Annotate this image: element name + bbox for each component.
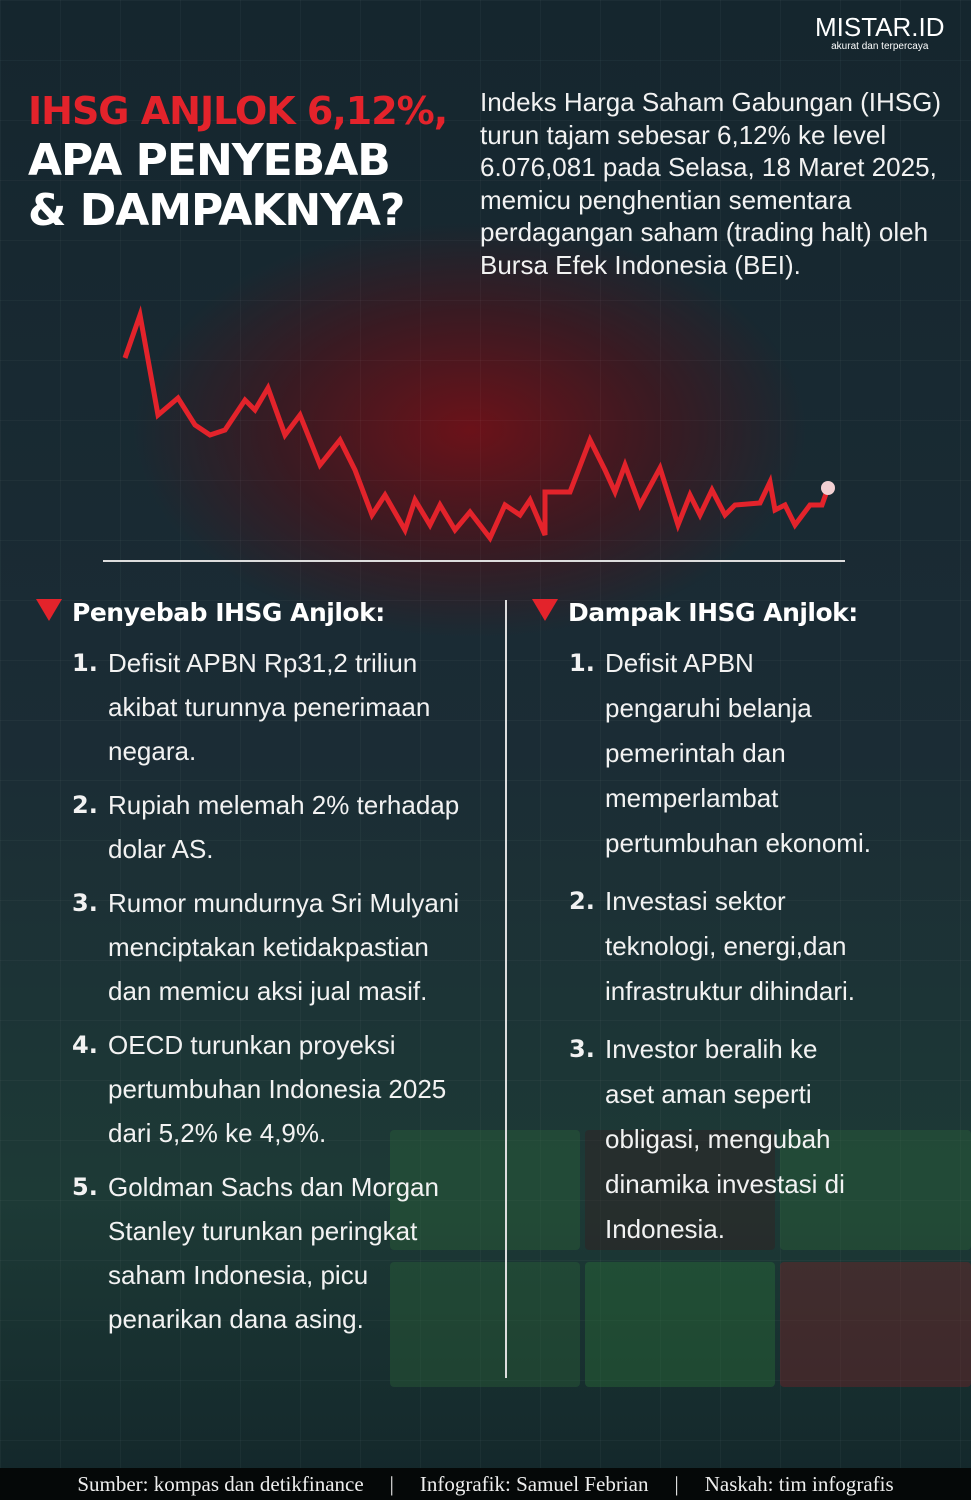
chart-baseline [103, 560, 845, 562]
item-number: 5. [72, 1173, 98, 1201]
item-text: Defisit APBN Rp31,2 triliun akibat turun… [108, 648, 431, 766]
impacts-heading: Dampak IHSG Anjlok: [568, 598, 858, 627]
item-number: 4. [72, 1031, 98, 1059]
item-text: Defisit APBN pengaruhi belanja pemerinta… [605, 648, 871, 858]
trend-line [122, 305, 831, 543]
list-item: 3. Investor beralih ke aset aman seperti … [569, 1027, 872, 1252]
page-title: IHSG ANJLOK 6,12%, APA PENYEBAB & DAMPAK… [28, 89, 448, 236]
item-text: Rumor mundurnya Sri Mulyani menciptakan … [108, 888, 460, 1006]
list-item: 1. Defisit APBN Rp31,2 triliun akibat tur… [72, 641, 476, 773]
list-item: 5. Goldman Sachs dan Morgan Stanley turun… [72, 1165, 476, 1341]
item-number: 2. [569, 887, 595, 915]
item-number: 3. [569, 1035, 595, 1063]
item-number: 1. [569, 649, 595, 677]
decorative-line-chart [122, 305, 835, 543]
item-text: Goldman Sachs dan Morgan Stanley turunka… [108, 1172, 439, 1334]
item-text: Investasi sektor teknologi, energi,dan i… [605, 886, 855, 1006]
intro-text: Indeks Harga Saham Gabungan (IHSG) turun… [480, 87, 942, 280]
impacts-section: Dampak IHSG Anjlok: 1. Defisit APBN penga… [532, 598, 962, 1265]
causes-section: Penyebab IHSG Anjlok: 1. Defisit APBN Rp3… [36, 598, 496, 1351]
list-item: 2. Investasi sektor teknologi, energi,dan… [569, 879, 872, 1014]
background-stock-board [585, 1130, 775, 1250]
list-item: 1. Defisit APBN pengaruhi belanja pemerin… [569, 641, 872, 866]
item-text: Investor beralih ke aset aman seperti ob… [605, 1034, 845, 1244]
background-stock-board [780, 1130, 971, 1250]
column-divider [505, 600, 507, 1378]
triangle-down-icon [532, 598, 558, 621]
background-stock-board [780, 1262, 971, 1387]
item-text: Rupiah melemah 2% terhadap dolar AS. [108, 790, 460, 864]
list-item: 3. Rumor mundurnya Sri Mulyani menciptaka… [72, 881, 476, 1013]
causes-heading: Penyebab IHSG Anjlok: [72, 598, 385, 627]
logo: MISTAR.ID akurat dan terpercaya [815, 12, 945, 52]
background-stock-board [585, 1262, 775, 1387]
end-point-marker [821, 481, 835, 495]
item-number: 3. [72, 889, 98, 917]
footer-credits: Sumber: kompas dan detikfinance | Infogr… [0, 1468, 971, 1500]
triangle-down-icon [36, 598, 62, 621]
item-number: 2. [72, 791, 98, 819]
item-number: 1. [72, 649, 98, 677]
list-item: 4. OECD turunkan proyeksi pertumbuhan Ind… [72, 1023, 476, 1155]
item-text: OECD turunkan proyeksi pertumbuhan Indon… [108, 1030, 447, 1148]
list-item: 2. Rupiah melemah 2% terhadap dolar AS. [72, 783, 476, 871]
background-stock-board [390, 1130, 580, 1250]
background-stock-board [390, 1262, 580, 1387]
